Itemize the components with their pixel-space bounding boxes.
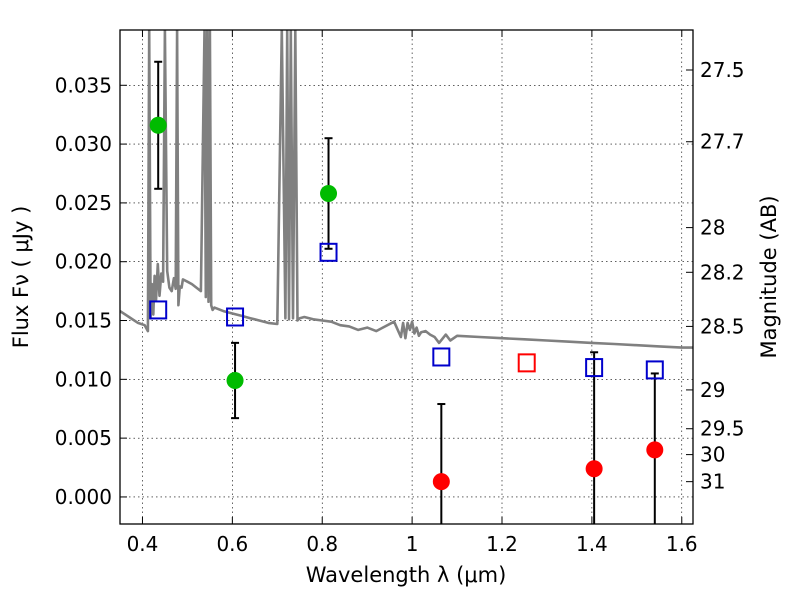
- plot-area: [120, 30, 693, 524]
- data-point: [432, 473, 450, 491]
- y2-tick-label: 28.5: [700, 314, 745, 338]
- y-tick-label: 0.025: [55, 191, 112, 215]
- y-axis-label: Flux Fν ( μJy ): [9, 206, 33, 349]
- data-square: [319, 242, 338, 262]
- data-point: [149, 116, 167, 134]
- data-square: [645, 360, 664, 380]
- y2-tick-label: 30: [700, 443, 725, 467]
- x-tick-label: 1: [406, 532, 419, 556]
- y2-tick-label: 28.2: [700, 260, 745, 284]
- data-square: [149, 300, 168, 320]
- x-tick-label: 0.4: [127, 532, 159, 556]
- y-tick-label: 0.010: [55, 367, 112, 391]
- x-tick-label: 1.4: [576, 532, 608, 556]
- spectrum-line: [120, 30, 693, 349]
- grid-lines: [120, 30, 693, 524]
- y2-tick-label: 28: [700, 216, 725, 240]
- y-tick-label: 0.020: [55, 250, 112, 274]
- y-tick-label: 0.015: [55, 309, 112, 333]
- data-square: [226, 307, 245, 327]
- y2-tick-label: 29: [700, 378, 725, 402]
- y2-axis-label: Magnitude (AB): [757, 195, 781, 358]
- data-square: [585, 358, 604, 378]
- y-tick-label: 0.005: [55, 426, 112, 450]
- y2-tick-label: 27.7: [700, 130, 745, 154]
- data-square: [432, 347, 451, 367]
- data-square: [517, 353, 536, 373]
- data-point: [646, 441, 664, 459]
- y-tick-label: 0.030: [55, 132, 112, 156]
- x-tick-label: 1.6: [666, 532, 698, 556]
- data-point: [585, 460, 603, 478]
- axes: 0.4 0.6 0.8 1 1.2 1.4 1.6 0.000 0.005 0.010 0.015 0…: [55, 30, 745, 556]
- data-point: [226, 372, 244, 390]
- x-tick-label: 0.8: [306, 532, 338, 556]
- x-tick-label: 1.2: [486, 532, 518, 556]
- plot-frame: [119, 29, 694, 525]
- x-axis-label: Wavelength λ (μm): [306, 563, 507, 587]
- y2-tick-label: 29.5: [700, 417, 745, 441]
- x-tick-label: 0.6: [216, 532, 248, 556]
- y-tick-label: 0.000: [55, 485, 112, 509]
- data-point: [320, 184, 338, 202]
- y-tick-label: 0.035: [55, 73, 112, 97]
- y2-tick-label: 31: [700, 470, 725, 494]
- y2-tick-label: 27.5: [700, 58, 745, 82]
